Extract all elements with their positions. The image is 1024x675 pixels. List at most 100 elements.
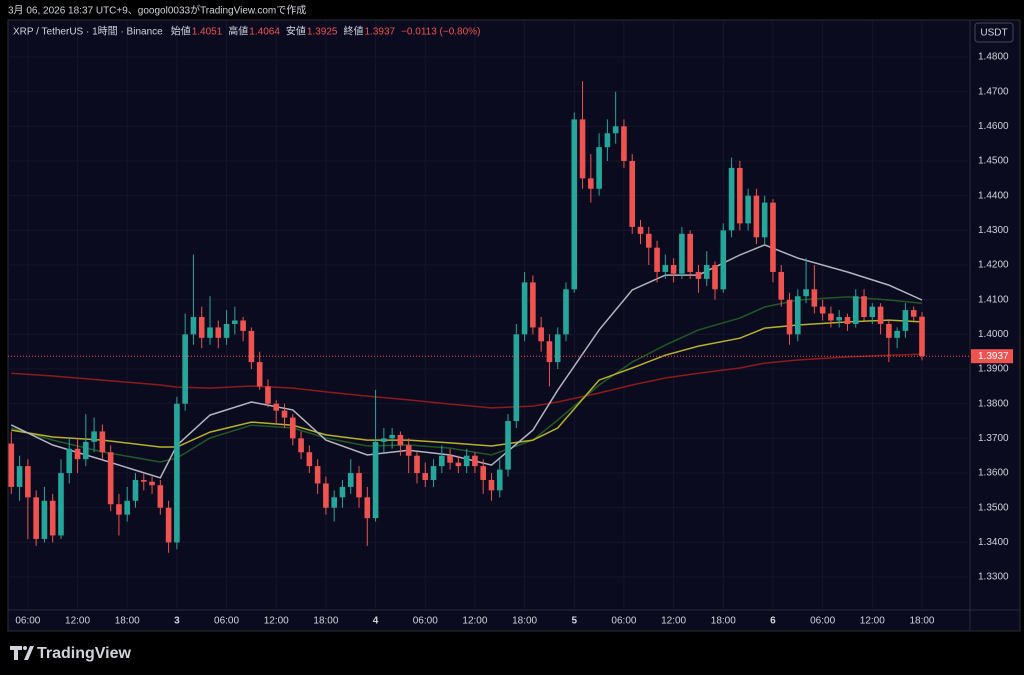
y-tick-label: 1.3300	[978, 572, 1009, 583]
candle-body	[505, 421, 511, 470]
y-tick-label: 1.4400	[978, 190, 1009, 201]
candle-body	[554, 334, 561, 363]
candle-body	[157, 485, 164, 508]
candle-body	[414, 455, 420, 474]
legend: XRP / TetherUS · 1時間 · Binance 始値 1.4051 高値…	[13, 25, 480, 38]
candle-body	[629, 161, 636, 227]
candle-body	[41, 500, 48, 539]
candle-body	[74, 448, 81, 460]
y-tick-label: 1.4100	[978, 294, 1009, 305]
last-price-box	[971, 349, 1013, 364]
candle-body	[116, 504, 122, 515]
candle-body	[422, 473, 429, 480]
candle-body	[836, 317, 842, 321]
candle-body	[662, 265, 669, 272]
candle-body	[240, 320, 246, 331]
candle-body	[645, 233, 652, 248]
x-tick-label: 18:00	[711, 616, 736, 627]
y-tick-label: 1.3500	[978, 502, 1009, 513]
candle-body	[66, 448, 73, 474]
moving-average-line	[11, 353, 923, 409]
x-tick-label: 06:00	[413, 616, 438, 627]
ohlc-label: 高値	[228, 25, 248, 38]
candle-body	[588, 178, 594, 189]
candle-body	[571, 119, 578, 290]
candle-body	[323, 483, 329, 508]
candle-body	[612, 126, 619, 134]
y-tick-label: 1.3900	[978, 364, 1009, 375]
candle-body	[670, 265, 677, 274]
x-tick-label: 12:00	[661, 616, 686, 627]
axes: 1.3300 1.3400 1.3500 1.3600 1.3700 1.3800 1.39…	[15, 52, 1013, 627]
candle-body	[496, 469, 503, 491]
candle-body	[712, 265, 718, 290]
candle-body	[877, 306, 884, 324]
caption: 3月 06, 2026 18:37 UTC+9、googol0033がTradi…	[8, 4, 306, 17]
candle-body	[397, 434, 404, 446]
currency-label[interactable]: USDT	[980, 28, 1007, 39]
candle-body	[8, 443, 15, 487]
candle-body	[256, 362, 263, 387]
y-tick-label: 1.4300	[978, 225, 1009, 236]
candle-body	[513, 334, 520, 422]
candle-body	[463, 455, 470, 467]
candle-body	[488, 479, 495, 491]
y-tick-label: 1.3400	[978, 537, 1009, 548]
candle-body	[364, 497, 371, 519]
symbol: XRP / TetherUS · 1時間 · Binance	[13, 26, 163, 38]
candle-body	[223, 323, 230, 338]
candle-body	[430, 466, 437, 480]
candle-body	[621, 126, 627, 162]
candle-body	[472, 455, 478, 467]
candle-body	[207, 327, 213, 338]
candle-body	[886, 323, 892, 338]
candle-body	[819, 306, 826, 314]
candle-body	[314, 466, 321, 484]
y-tick-label: 1.3800	[978, 398, 1009, 409]
candle-body	[861, 296, 867, 318]
candle-body	[149, 481, 155, 486]
y-tick-label: 1.4200	[978, 260, 1009, 271]
y-tick-label: 1.3700	[978, 433, 1009, 444]
y-tick-label: 1.3600	[978, 468, 1009, 479]
candle-body	[902, 310, 909, 331]
candle-body	[405, 445, 412, 456]
candle-body	[273, 403, 280, 411]
candle-body	[298, 438, 304, 453]
candle-body	[679, 233, 685, 274]
candle-body	[174, 403, 180, 543]
candle-body	[778, 271, 785, 300]
currency-button[interactable]	[974, 22, 1014, 43]
candle-body	[83, 441, 89, 460]
candle-body	[761, 202, 768, 238]
candle-body	[99, 431, 106, 453]
candle-body	[331, 497, 337, 508]
candle-body	[91, 431, 97, 442]
candle-body	[33, 497, 39, 539]
candle-body	[811, 289, 818, 307]
candle-body	[844, 317, 851, 324]
candle-body	[215, 327, 222, 338]
candle-body	[281, 410, 288, 418]
candle-body	[381, 438, 387, 442]
candle-body	[894, 330, 900, 338]
candle-body	[165, 507, 172, 543]
candle-body	[248, 330, 255, 363]
candle-body	[356, 473, 362, 498]
x-tick-label: 18:00	[512, 616, 537, 627]
candle-body	[910, 310, 917, 317]
chart-panel	[7, 19, 1021, 632]
candle-body	[728, 167, 735, 231]
candle-body	[198, 317, 205, 338]
candle-body	[703, 265, 710, 279]
x-tick-label: 3	[174, 616, 180, 627]
candle-body	[107, 452, 114, 505]
brand-dot	[23, 646, 27, 650]
candle-body	[58, 473, 64, 536]
candle-body	[720, 230, 727, 290]
candle-body	[140, 479, 147, 482]
ohlc-label: 始値	[171, 25, 191, 38]
candle-body	[265, 386, 271, 404]
ohlc-value: 1.4064	[249, 27, 280, 38]
